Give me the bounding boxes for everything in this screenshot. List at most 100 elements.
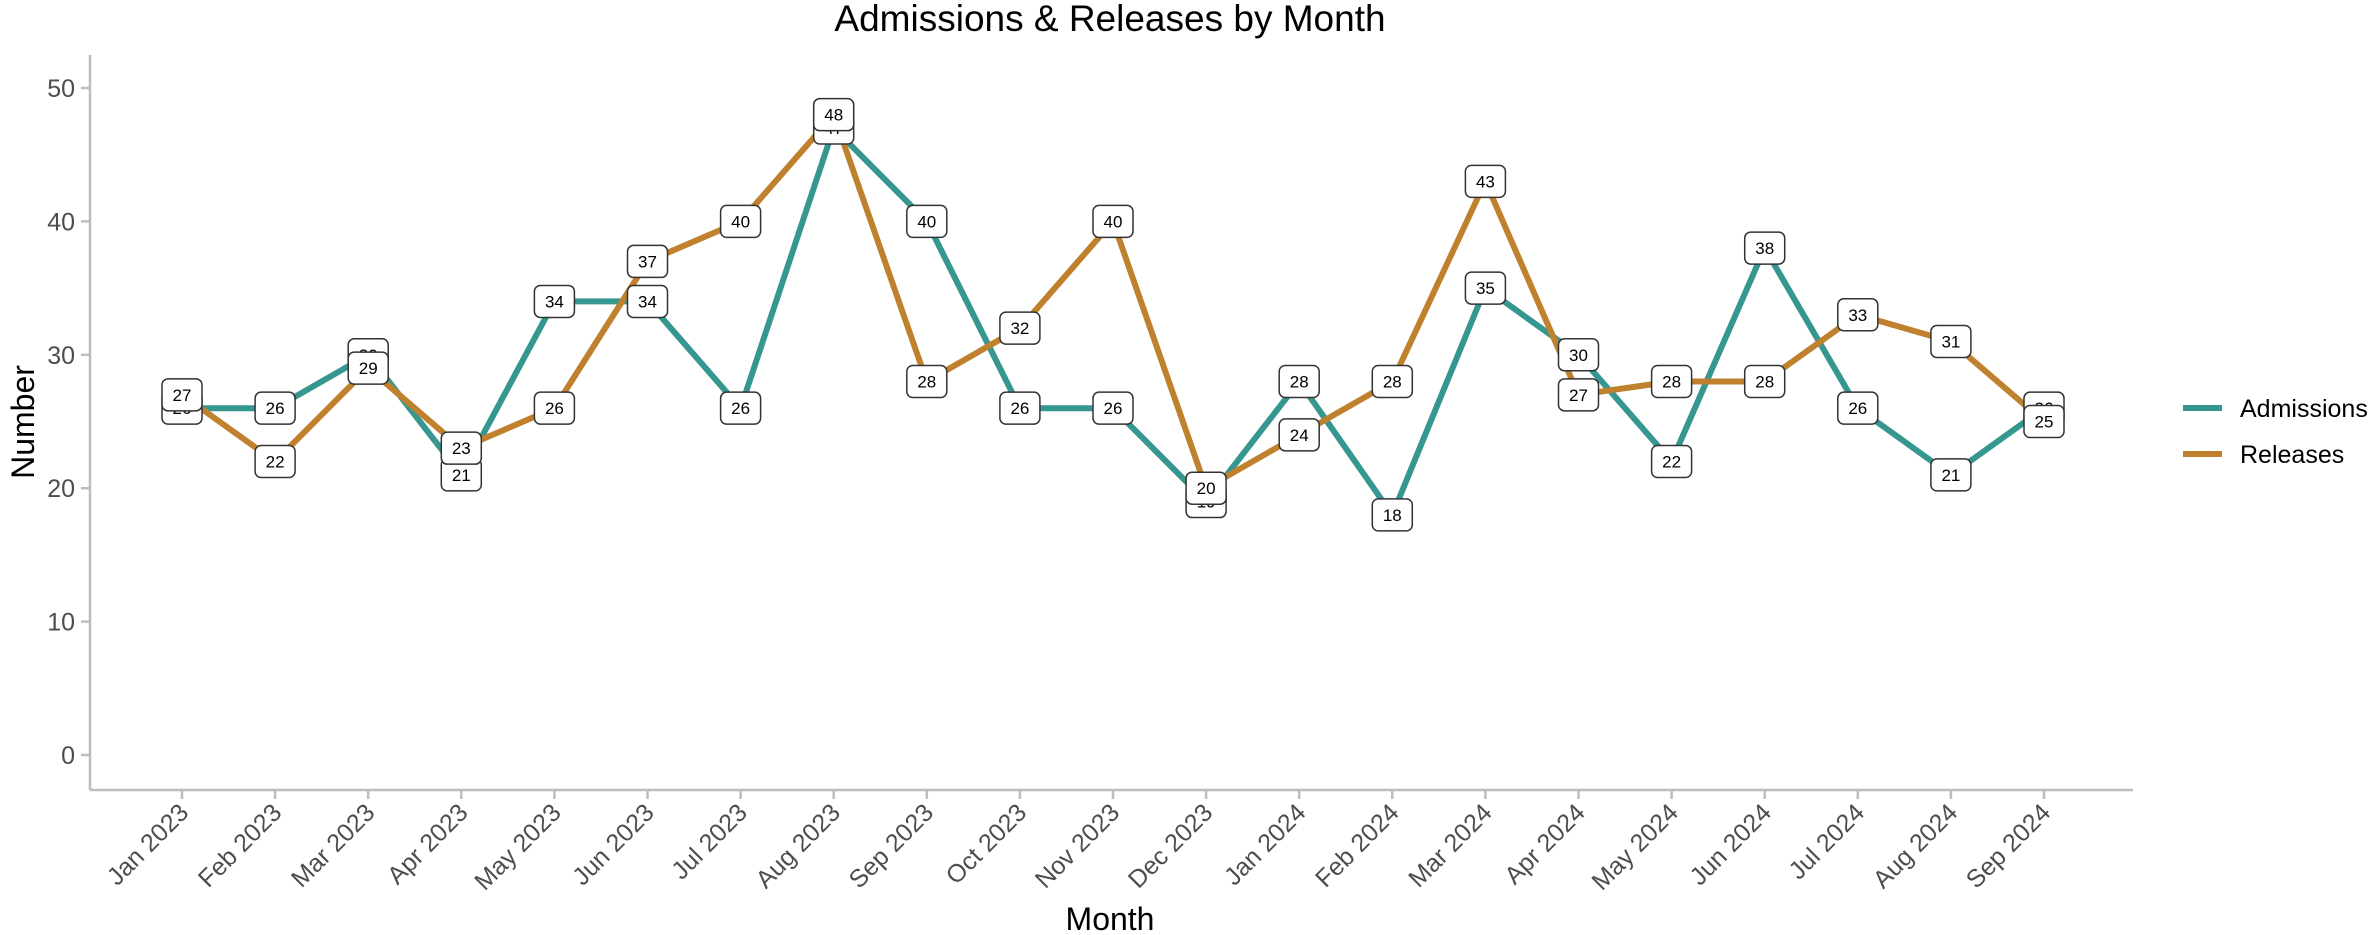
x-tick-label: Dec 2023 xyxy=(1123,798,1218,893)
x-tick-label: Feb 2024 xyxy=(1310,798,1405,893)
data-label-releases: 22 xyxy=(255,446,295,478)
data-label-releases: 27 xyxy=(162,379,202,411)
x-tick-label: Mar 2023 xyxy=(286,798,380,892)
svg-text:40: 40 xyxy=(917,212,936,231)
legend-label: Releases xyxy=(2240,441,2344,469)
data-label-releases: 27 xyxy=(1559,379,1599,411)
data-label-admissions: 28 xyxy=(1279,365,1319,397)
data-label-admissions: 34 xyxy=(628,285,668,317)
legend: Admissions Releases xyxy=(2183,395,2368,469)
x-tick-label: Feb 2023 xyxy=(193,798,287,892)
data-label-releases: 26 xyxy=(534,392,574,424)
data-label-releases: 20 xyxy=(1186,472,1226,504)
data-label-releases: 31 xyxy=(1931,325,1971,357)
svg-text:29: 29 xyxy=(359,359,378,378)
svg-text:37: 37 xyxy=(638,252,657,271)
data-label-admissions: 26 xyxy=(1000,392,1040,424)
x-tick-label: Aug 2024 xyxy=(1868,798,1964,894)
data-label-releases: 40 xyxy=(1093,205,1133,237)
x-tick-label: May 2023 xyxy=(469,798,566,895)
data-label-releases: 24 xyxy=(1279,419,1319,451)
x-tick-label: Nov 2023 xyxy=(1030,798,1125,893)
svg-text:34: 34 xyxy=(638,292,657,311)
x-tick-label: Jul 2024 xyxy=(1783,798,1870,885)
y-tick-label: 30 xyxy=(47,342,75,370)
data-label-admissions: 26 xyxy=(1838,392,1878,424)
data-label-admissions: 34 xyxy=(534,285,574,317)
legend-item-releases: Releases xyxy=(2183,441,2344,469)
data-label-admissions: 18 xyxy=(1372,499,1412,531)
svg-text:25: 25 xyxy=(2035,413,2054,432)
data-label-releases: 28 xyxy=(1745,365,1785,397)
svg-text:26: 26 xyxy=(1010,399,1029,418)
data-label-admissions: 30 xyxy=(1559,339,1599,371)
svg-text:26: 26 xyxy=(1104,399,1123,418)
svg-text:18: 18 xyxy=(1383,506,1402,525)
x-tick-label: Jun 2024 xyxy=(1684,798,1777,891)
data-label-admissions: 38 xyxy=(1745,232,1785,264)
data-label-releases: 28 xyxy=(907,365,947,397)
x-tick-label: May 2024 xyxy=(1586,798,1684,896)
data-label-releases: 33 xyxy=(1838,299,1878,331)
chart-title: Admissions & Releases by Month xyxy=(834,0,1385,39)
svg-text:20: 20 xyxy=(1197,479,1216,498)
data-label-releases: 28 xyxy=(1652,365,1692,397)
svg-text:27: 27 xyxy=(1569,386,1588,405)
data-label-admissions: 26 xyxy=(1093,392,1133,424)
legend-item-admissions: Admissions xyxy=(2183,395,2368,423)
svg-text:28: 28 xyxy=(1662,372,1681,391)
y-tick-label: 10 xyxy=(47,609,75,637)
data-label-releases: 25 xyxy=(2024,406,2064,438)
data-label-releases: 48 xyxy=(814,99,854,131)
data-label-releases: 43 xyxy=(1465,165,1505,197)
y-tick-label: 20 xyxy=(47,475,75,503)
svg-text:28: 28 xyxy=(1290,372,1309,391)
x-tick-label: Apr 2023 xyxy=(382,798,474,890)
svg-text:26: 26 xyxy=(266,399,285,418)
x-tick-label: Jul 2023 xyxy=(666,798,753,885)
data-label-releases: 23 xyxy=(441,432,481,464)
legend-label: Admissions xyxy=(2240,395,2368,423)
x-tick-label: Sep 2024 xyxy=(1961,798,2057,894)
x-axis-title: Month xyxy=(1066,901,1155,935)
data-label-releases: 28 xyxy=(1372,365,1412,397)
x-tick-label: Mar 2024 xyxy=(1403,798,1498,893)
svg-text:31: 31 xyxy=(1941,332,1960,351)
data-label-admissions: 21 xyxy=(1931,459,1971,491)
svg-text:28: 28 xyxy=(1383,372,1402,391)
x-tick-label: Sep 2023 xyxy=(844,798,939,893)
svg-text:26: 26 xyxy=(731,399,750,418)
data-label-admissions: 26 xyxy=(721,392,761,424)
svg-text:40: 40 xyxy=(731,212,750,231)
svg-text:27: 27 xyxy=(173,386,192,405)
svg-text:40: 40 xyxy=(1104,212,1123,231)
svg-text:23: 23 xyxy=(452,439,471,458)
svg-text:24: 24 xyxy=(1290,426,1309,445)
svg-text:43: 43 xyxy=(1476,172,1495,191)
y-ticks: 0 10 20 30 40 50 xyxy=(47,75,90,770)
svg-text:26: 26 xyxy=(545,399,564,418)
y-tick-label: 40 xyxy=(47,208,75,236)
svg-text:21: 21 xyxy=(1941,466,1960,485)
data-label-admissions: 35 xyxy=(1465,272,1505,304)
x-tick-label: Oct 2023 xyxy=(941,798,1033,890)
y-axis-title: Number xyxy=(5,365,41,479)
y-tick-label: 0 xyxy=(61,742,75,770)
data-labels: 2626302134342647402626192818353022382621… xyxy=(162,99,2064,531)
y-tick-label: 50 xyxy=(47,75,75,103)
data-label-releases: 37 xyxy=(628,245,668,277)
data-label-releases: 40 xyxy=(721,205,761,237)
x-tick-label: Jun 2023 xyxy=(567,798,660,891)
svg-text:32: 32 xyxy=(1010,319,1029,338)
x-tick-label: Apr 2024 xyxy=(1499,798,1591,890)
svg-text:34: 34 xyxy=(545,292,564,311)
data-label-admissions: 22 xyxy=(1652,446,1692,478)
svg-text:21: 21 xyxy=(452,466,471,485)
data-label-releases: 32 xyxy=(1000,312,1040,344)
svg-text:33: 33 xyxy=(1848,306,1867,325)
data-label-releases: 29 xyxy=(348,352,388,384)
x-tick-label: Jan 2023 xyxy=(102,798,195,891)
svg-text:28: 28 xyxy=(1755,372,1774,391)
